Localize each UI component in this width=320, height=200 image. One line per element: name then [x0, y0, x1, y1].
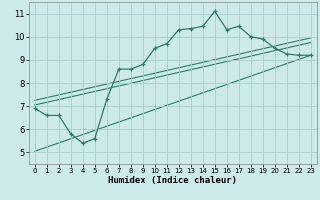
- X-axis label: Humidex (Indice chaleur): Humidex (Indice chaleur): [108, 176, 237, 185]
